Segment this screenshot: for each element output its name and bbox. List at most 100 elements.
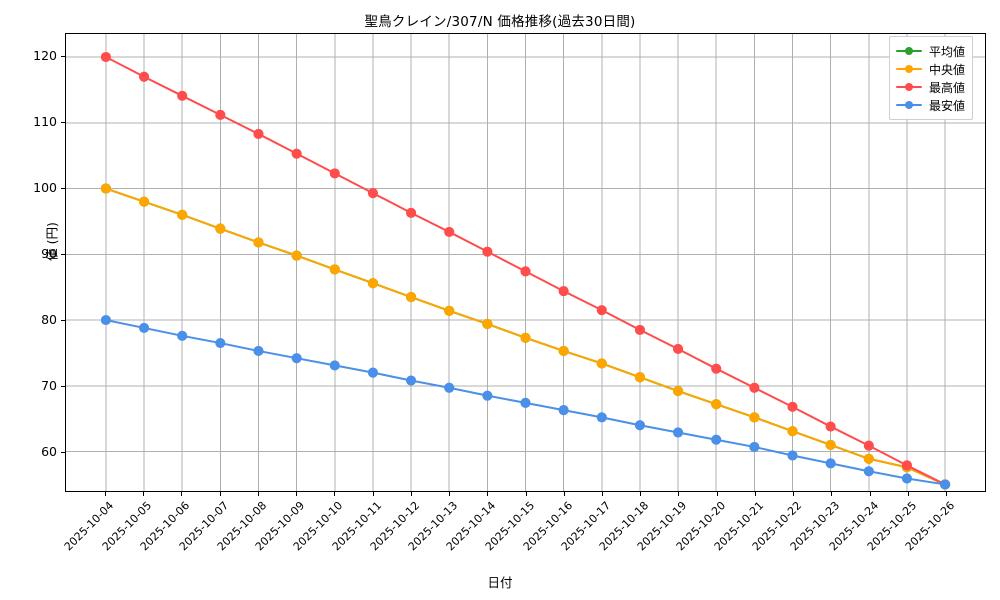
data-point-marker <box>367 188 379 199</box>
x-axis-tick-mark <box>296 492 298 496</box>
legend-item-label: 中央値 <box>929 62 966 77</box>
data-point-marker <box>444 226 455 238</box>
data-point-marker <box>863 440 874 451</box>
data-point-marker <box>901 473 913 484</box>
series-3 <box>100 51 951 490</box>
chart-legend[interactable]: 平均値中央値最高値最安値 <box>889 36 974 120</box>
data-point-marker <box>634 324 646 335</box>
data-point-marker <box>291 353 302 364</box>
legend-item-label: 平均値 <box>929 44 966 59</box>
data-point-marker <box>444 305 455 316</box>
legend-marker-icon <box>896 63 922 75</box>
legend-item-2[interactable]: 中央値 <box>896 60 965 78</box>
x-axis-label: 日付 <box>487 575 513 590</box>
data-point-marker <box>711 434 722 445</box>
x-axis-tick-mark <box>487 492 489 496</box>
data-point-marker <box>329 168 340 179</box>
data-point-marker <box>711 399 722 410</box>
y-axis-tick-mark <box>61 56 65 58</box>
x-axis-tick-mark <box>257 492 259 496</box>
y-axis-tick-mark <box>61 452 65 454</box>
x-axis-tick-mark <box>334 492 336 496</box>
y-axis-tick-label: 90 <box>41 246 57 262</box>
data-point-marker <box>596 412 607 423</box>
x-axis-tick-mark <box>372 492 374 496</box>
data-point-marker <box>749 441 760 453</box>
y-axis-tick-label: 60 <box>41 444 57 460</box>
x-axis-tick-mark <box>563 492 565 496</box>
legend-marker-icon <box>896 81 922 93</box>
data-point-marker <box>787 401 798 412</box>
series-4 <box>100 314 951 490</box>
data-point-marker <box>558 286 569 297</box>
data-point-marker <box>177 209 188 220</box>
data-point-marker <box>405 207 417 218</box>
data-point-marker <box>634 420 646 431</box>
data-point-marker <box>863 453 874 464</box>
data-point-marker <box>253 237 264 248</box>
x-axis-tick-mark <box>410 492 412 496</box>
data-point-marker <box>100 183 112 194</box>
data-point-marker <box>215 109 226 120</box>
data-point-marker <box>825 439 836 451</box>
data-point-marker <box>215 223 226 234</box>
data-point-marker <box>444 382 455 393</box>
y-axis-tick-label: 80 <box>41 312 57 328</box>
x-axis-tick-mark <box>678 492 680 496</box>
data-point-marker <box>863 466 874 477</box>
x-axis-tick-mark <box>219 492 221 496</box>
y-axis-tick-mark <box>61 386 65 388</box>
data-point-marker <box>825 458 836 469</box>
legend-marker-icon <box>896 99 922 111</box>
x-axis-tick-mark <box>946 492 947 496</box>
legend-item-label: 最高値 <box>929 80 966 95</box>
chart-title: 聖鳥クレイン/307/N 価格推移(過去30日間) <box>364 14 636 30</box>
data-point-marker <box>482 318 493 330</box>
data-point-marker <box>138 322 150 334</box>
data-point-marker <box>291 148 302 159</box>
data-point-marker <box>672 343 684 355</box>
data-point-marker <box>367 367 379 378</box>
x-axis-tick-mark <box>449 492 451 496</box>
x-axis-tick-mark <box>831 492 833 496</box>
x-axis-tick-mark <box>525 492 527 496</box>
data-point-marker <box>253 345 264 357</box>
data-point-marker <box>100 314 112 326</box>
data-point-marker <box>558 345 569 357</box>
legend-item-4[interactable]: 最安値 <box>896 96 965 114</box>
y-axis-tick-label: 120 <box>33 48 57 64</box>
y-axis-label: 値 (円) <box>44 222 60 261</box>
data-point-marker <box>558 405 569 416</box>
x-axis-tick-mark <box>754 492 756 496</box>
data-point-marker <box>405 375 417 386</box>
data-point-marker <box>405 291 417 303</box>
x-axis-tick-mark <box>907 492 909 496</box>
data-point-marker <box>634 372 646 383</box>
data-point-marker <box>596 358 607 369</box>
data-point-marker <box>749 412 760 423</box>
grid-layer <box>66 34 985 491</box>
data-point-marker <box>329 360 340 371</box>
data-point-marker <box>329 264 340 275</box>
x-axis-tick-mark <box>105 492 106 496</box>
y-axis-tick-mark <box>61 188 65 190</box>
data-point-marker <box>138 196 150 207</box>
data-point-marker <box>901 460 913 471</box>
y-axis-tick-label: 70 <box>41 378 57 394</box>
legend-item-3[interactable]: 最高値 <box>896 78 965 96</box>
x-axis-tick-mark <box>716 492 718 496</box>
legend-item-label: 最安値 <box>929 98 966 113</box>
x-axis-tick-mark <box>601 492 603 496</box>
data-point-marker <box>177 90 188 101</box>
data-point-marker <box>596 305 607 316</box>
series-2 <box>100 183 951 490</box>
data-point-marker <box>100 51 112 63</box>
x-axis-tick-mark <box>143 492 145 496</box>
data-point-marker <box>367 278 379 289</box>
x-axis-tick-mark <box>181 492 183 496</box>
y-axis-tick-label: 100 <box>33 180 57 196</box>
data-point-marker <box>711 363 722 374</box>
legend-item-1[interactable]: 平均値 <box>896 42 965 60</box>
data-point-marker <box>672 427 684 438</box>
data-point-marker <box>177 330 188 341</box>
